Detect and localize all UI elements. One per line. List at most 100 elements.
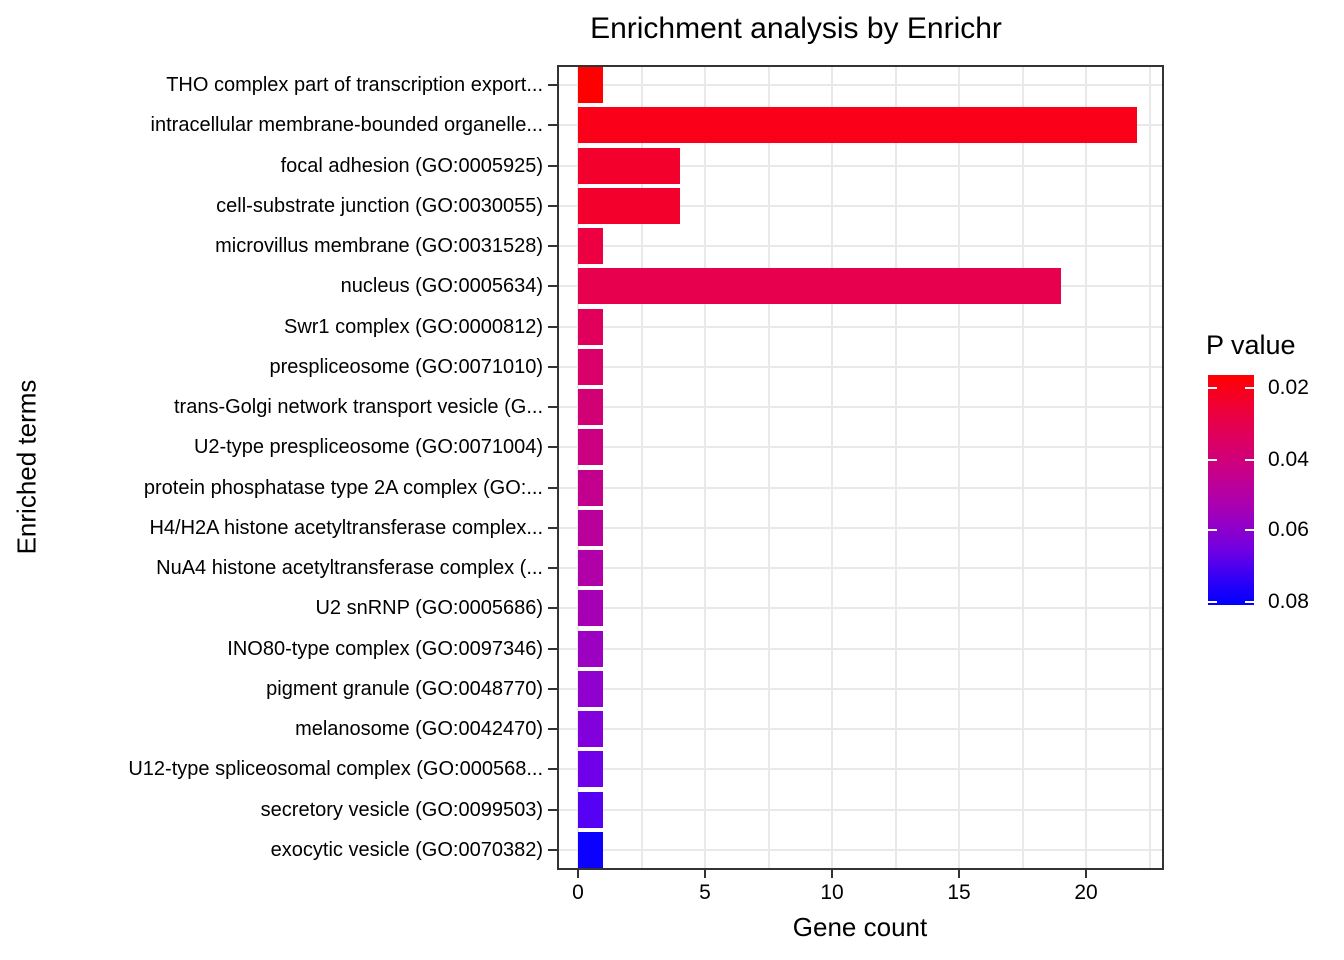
y-axis-tick bbox=[548, 607, 557, 610]
y-gridline bbox=[557, 406, 1164, 409]
y-axis-label: U2 snRNP (GO:0005686) bbox=[315, 597, 543, 620]
bar bbox=[578, 831, 604, 868]
legend-title: P value bbox=[1206, 330, 1296, 360]
y-gridline bbox=[557, 607, 1164, 610]
y-axis-label: exocytic vesicle (GO:0070382) bbox=[270, 838, 543, 861]
x-gridline bbox=[767, 65, 770, 870]
x-axis-label: 15 bbox=[947, 881, 971, 904]
y-axis-tick bbox=[548, 808, 557, 811]
bar bbox=[578, 550, 604, 587]
x-axis-tick bbox=[958, 870, 960, 878]
y-gridline bbox=[557, 245, 1164, 248]
bar bbox=[578, 509, 604, 546]
y-gridline bbox=[557, 848, 1164, 851]
y-axis-label: trans-Golgi network transport vesicle (G… bbox=[173, 396, 543, 419]
y-axis-label: H4/H2A histone acetyltransferase complex… bbox=[149, 516, 543, 539]
y-axis-tick bbox=[548, 285, 557, 288]
y-axis-label: U2-type prespliceosome (GO:0071004) bbox=[193, 436, 543, 459]
y-axis-label: cell-substrate junction (GO:0030055) bbox=[216, 194, 543, 217]
legend-tick bbox=[1245, 458, 1254, 461]
y-axis-label: melanosome (GO:0042470) bbox=[295, 718, 543, 741]
x-axis-tick bbox=[577, 870, 579, 878]
y-gridline bbox=[557, 164, 1164, 167]
y-axis-tick bbox=[548, 567, 557, 570]
x-gridline bbox=[894, 65, 897, 870]
y-axis-tick bbox=[548, 84, 557, 87]
bar bbox=[578, 107, 1137, 144]
y-axis-label: protein phosphatase type 2A complex (GO:… bbox=[143, 476, 543, 499]
y-axis-label: nucleus (GO:0005634) bbox=[340, 275, 543, 298]
y-axis-tick bbox=[548, 406, 557, 409]
y-gridline bbox=[557, 768, 1164, 771]
x-gridline bbox=[640, 65, 643, 870]
x-axis-tick bbox=[704, 870, 706, 878]
x-axis-title: Gene count bbox=[792, 912, 928, 942]
legend-tick-label: 0.08 bbox=[1268, 590, 1309, 613]
legend-tick bbox=[1245, 601, 1254, 603]
y-axis-tick bbox=[548, 245, 557, 248]
bar bbox=[578, 711, 604, 748]
y-axis-label: pigment granule (GO:0048770) bbox=[266, 677, 543, 700]
x-axis-label: 10 bbox=[820, 881, 844, 904]
y-axis-tick bbox=[548, 124, 557, 127]
bar bbox=[578, 389, 604, 426]
y-axis-label: NuA4 histone acetyltransferase complex (… bbox=[156, 557, 543, 580]
y-gridline bbox=[557, 365, 1164, 368]
y-axis-label: THO complex part of transcription export… bbox=[166, 74, 543, 97]
y-gridline bbox=[557, 446, 1164, 449]
y-axis-tick bbox=[548, 768, 557, 771]
y-axis-label: secretory vesicle (GO:0099503) bbox=[260, 798, 543, 821]
bar bbox=[578, 751, 604, 788]
y-gridline bbox=[557, 728, 1164, 731]
y-axis-label: U12-type spliceosomal complex (GO:000568… bbox=[128, 758, 543, 781]
x-axis-tick bbox=[831, 870, 833, 878]
legend-tick-label: 0.06 bbox=[1268, 518, 1309, 542]
y-axis-label: focal adhesion (GO:0005925) bbox=[280, 154, 543, 177]
y-gridline bbox=[557, 526, 1164, 529]
x-gridline bbox=[1021, 65, 1024, 870]
bar bbox=[578, 630, 604, 667]
bar bbox=[578, 67, 604, 104]
x-axis-label: 5 bbox=[699, 881, 711, 904]
legend-tick bbox=[1208, 529, 1217, 532]
legend-tick bbox=[1245, 387, 1254, 390]
y-axis-label: prespliceosome (GO:0071010) bbox=[269, 355, 543, 378]
y-gridline bbox=[557, 84, 1164, 87]
x-gridline bbox=[704, 65, 706, 870]
x-axis-label: 0 bbox=[572, 881, 584, 904]
bar bbox=[578, 268, 1061, 305]
y-gridline bbox=[557, 204, 1164, 207]
legend-tick-label: 0.02 bbox=[1268, 376, 1309, 400]
y-axis-label: INO80-type complex (GO:0097346) bbox=[227, 637, 543, 660]
y-gridline bbox=[557, 325, 1164, 328]
bar bbox=[578, 308, 604, 345]
y-gridline bbox=[557, 486, 1164, 489]
x-gridline bbox=[958, 65, 960, 870]
y-gridline bbox=[557, 647, 1164, 650]
plot-panel bbox=[557, 65, 1164, 870]
x-gridline bbox=[1148, 65, 1151, 870]
legend-tick bbox=[1245, 529, 1254, 532]
y-gridline bbox=[557, 687, 1164, 690]
y-axis-tick bbox=[548, 687, 557, 690]
bar bbox=[578, 469, 604, 506]
y-axis-tick bbox=[548, 365, 557, 368]
bar bbox=[578, 590, 604, 627]
y-axis-tick bbox=[548, 526, 557, 529]
y-axis-tick bbox=[548, 204, 557, 207]
legend-tick bbox=[1208, 601, 1217, 603]
y-axis-tick bbox=[548, 325, 557, 328]
y-gridline bbox=[557, 567, 1164, 570]
bar bbox=[578, 187, 680, 224]
x-axis-label: 20 bbox=[1074, 881, 1098, 904]
y-axis-tick bbox=[548, 164, 557, 167]
y-axis-title: Enriched terms bbox=[11, 379, 42, 555]
bar bbox=[578, 429, 604, 466]
y-axis-tick bbox=[548, 728, 557, 731]
legend-tick bbox=[1208, 387, 1217, 390]
x-gridline bbox=[1085, 65, 1087, 870]
y-axis-tick bbox=[548, 446, 557, 449]
y-axis-tick bbox=[548, 848, 557, 851]
bar bbox=[578, 147, 680, 184]
